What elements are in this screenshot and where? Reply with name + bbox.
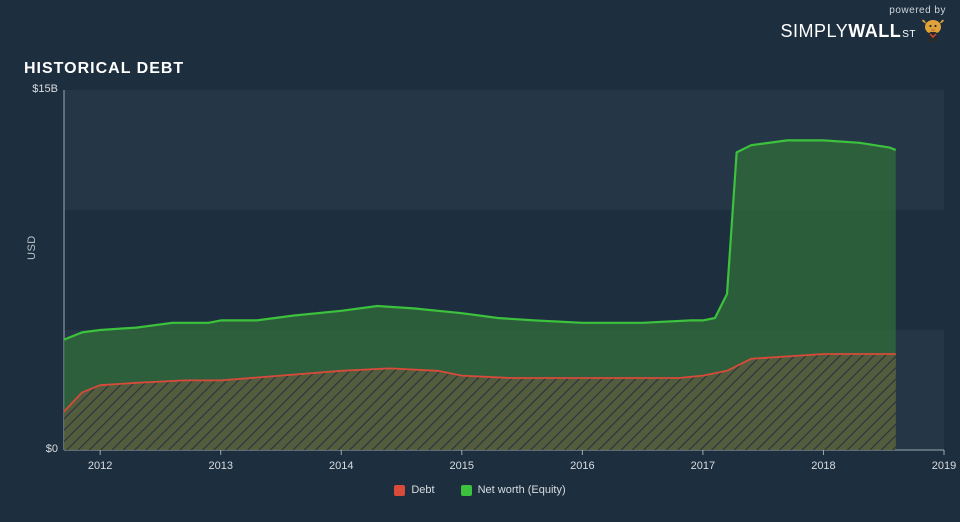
y-tick: $15B <box>32 83 58 95</box>
legend-swatch <box>394 485 405 496</box>
x-tick: 2015 <box>450 460 474 472</box>
y-axis-label: USD <box>26 235 38 260</box>
x-tick: 2014 <box>329 460 353 472</box>
legend-swatch <box>461 485 472 496</box>
x-tick: 2018 <box>811 460 835 472</box>
x-tick: 2017 <box>691 460 715 472</box>
chart-title: HISTORICAL DEBT <box>24 60 184 78</box>
x-tick: 2013 <box>208 460 232 472</box>
x-tick: 2012 <box>88 460 112 472</box>
bull-logo-icon <box>920 17 946 45</box>
x-tick: 2019 <box>932 460 956 472</box>
x-tick: 2016 <box>570 460 594 472</box>
legend-label: Debt <box>411 484 434 496</box>
brand-name: SIMPLYWALLST <box>781 22 916 40</box>
legend: Debt Net worth (Equity) <box>0 484 960 496</box>
brand-row: SIMPLYWALLST <box>781 17 946 45</box>
powered-by-label: powered by <box>781 6 946 16</box>
chart-plot <box>64 90 944 450</box>
legend-label: Net worth (Equity) <box>478 484 566 496</box>
legend-item-equity: Net worth (Equity) <box>461 484 566 496</box>
chart-area: USD DebtNet worth (Equity) $0$15B2012201… <box>0 90 960 500</box>
branding-block: powered by SIMPLYWALLST <box>781 6 946 45</box>
legend-item-debt: Debt <box>394 484 434 496</box>
y-tick: $0 <box>46 443 58 455</box>
